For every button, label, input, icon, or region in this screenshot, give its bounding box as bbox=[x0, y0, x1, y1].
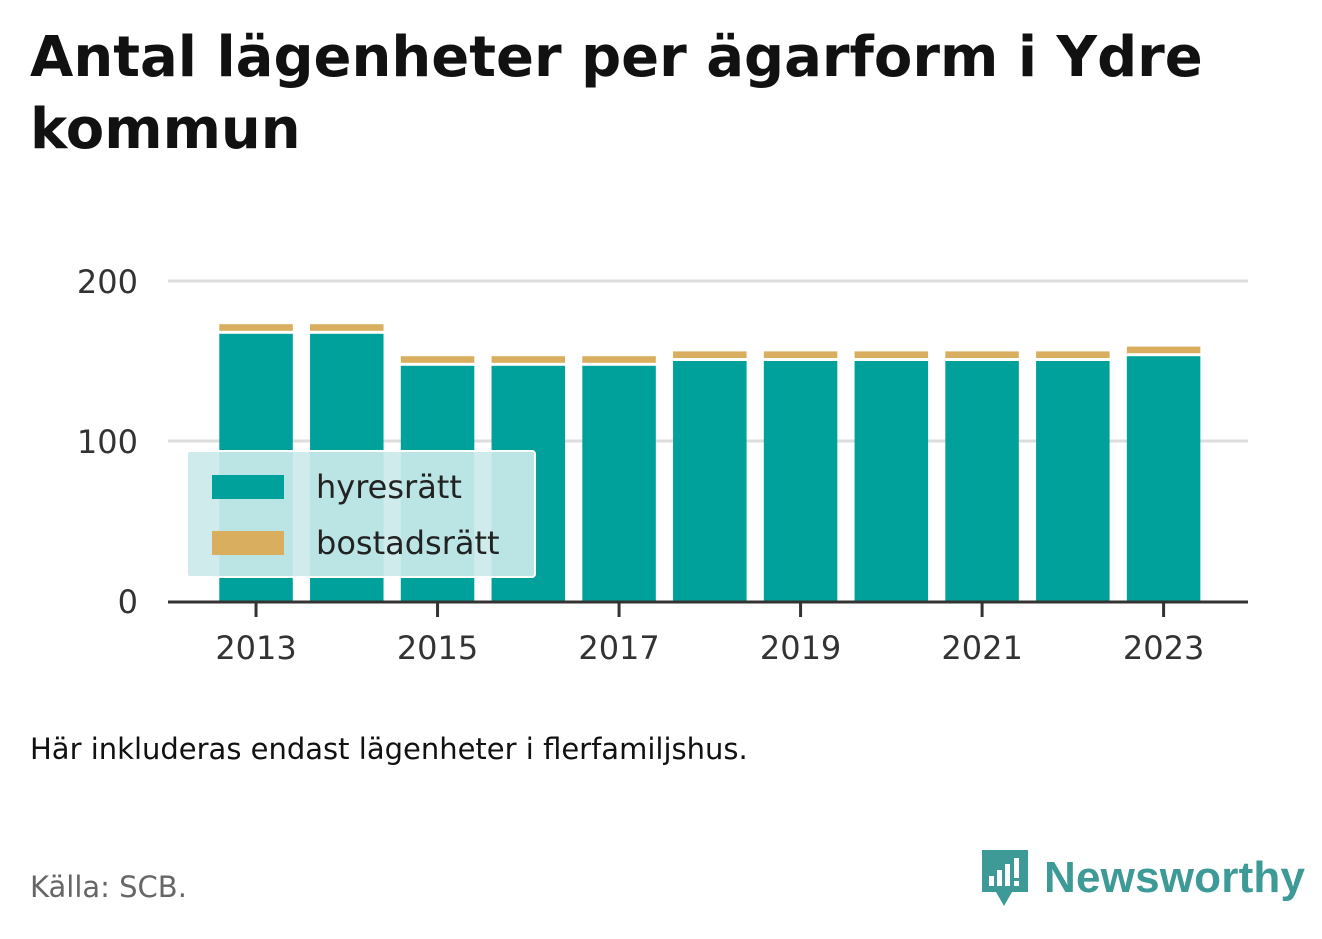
bar-bostadsratt-2016 bbox=[491, 356, 566, 363]
bar-bostadsratt-2014 bbox=[310, 324, 384, 331]
legend-swatch-bostadsratt bbox=[212, 531, 284, 555]
legend-item-hyresratt: hyresrätt bbox=[212, 468, 462, 506]
bar-bostadsratt-2013 bbox=[219, 324, 293, 331]
bar-hyresratt-2017 bbox=[582, 365, 656, 601]
bar-hyresratt-2021 bbox=[945, 361, 1019, 601]
bar-bostadsratt-2017 bbox=[582, 356, 656, 363]
axes: 0 100 200 2013 2015 2017 2019 2021 2023 bbox=[77, 263, 1248, 667]
x-tick-label-2017: 2017 bbox=[578, 629, 659, 667]
bar-hyresratt-2023 bbox=[1126, 356, 1201, 601]
chart-title: Antal lägenheter per ägarform i Ydre kom… bbox=[30, 25, 1203, 162]
y-tick-label-100: 100 bbox=[77, 423, 138, 461]
source-text: Källa: SCB. bbox=[30, 870, 187, 904]
bar-bostadsratt-2020 bbox=[854, 351, 929, 358]
brand-name: Newsworthy bbox=[1044, 853, 1306, 902]
bar-bostadsratt-2022 bbox=[1036, 351, 1110, 358]
legend: hyresrätt bostadsrätt bbox=[186, 450, 536, 578]
bar-chart: 0 100 200 2013 2015 2017 2019 2021 2023 bbox=[77, 263, 1248, 667]
bar-bostadsratt-2018 bbox=[673, 351, 747, 358]
bar-hyresratt-2019 bbox=[763, 361, 838, 601]
x-tick-label-2013: 2013 bbox=[215, 629, 296, 667]
bar-bostadsratt-2015 bbox=[400, 356, 475, 363]
legend-item-bostadsratt: bostadsrätt bbox=[212, 524, 500, 562]
newsworthy-logo-icon bbox=[982, 850, 1028, 906]
bar-bostadsratt-2023 bbox=[1126, 346, 1201, 354]
x-tick-label-2021: 2021 bbox=[941, 629, 1022, 667]
y-tick-label-0: 0 bbox=[118, 583, 138, 621]
brand-logo: Newsworthy bbox=[980, 848, 1305, 908]
legend-label-bostadsratt: bostadsrätt bbox=[316, 524, 500, 562]
legend-label-hyresratt: hyresrätt bbox=[316, 468, 462, 506]
bar-bostadsratt-2021 bbox=[945, 351, 1019, 358]
bar-hyresratt-2022 bbox=[1036, 361, 1110, 601]
legend-swatch-hyresratt bbox=[212, 475, 284, 499]
y-tick-label-200: 200 bbox=[77, 263, 138, 301]
bar-bostadsratt-2019 bbox=[763, 351, 838, 358]
x-tick-label-2019: 2019 bbox=[760, 629, 841, 667]
bar-hyresratt-2020 bbox=[854, 361, 929, 601]
chart-note: Här inkluderas endast lägenheter i flerf… bbox=[30, 732, 748, 766]
x-tick-label-2015: 2015 bbox=[397, 629, 478, 667]
bar-hyresratt-2018 bbox=[673, 361, 747, 601]
x-tick-label-2023: 2023 bbox=[1123, 629, 1204, 667]
